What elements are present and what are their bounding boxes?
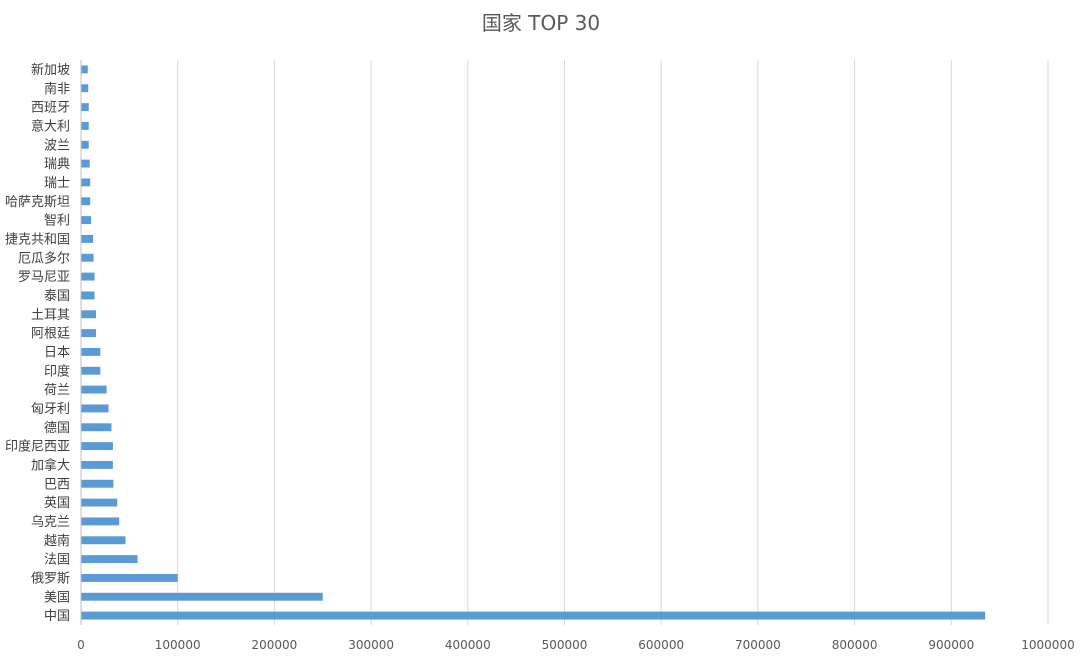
category-label: 厄瓜多尔 bbox=[18, 250, 70, 266]
bar bbox=[81, 385, 107, 394]
bar bbox=[81, 573, 178, 582]
category-label: 荷兰 bbox=[44, 383, 70, 398]
bar bbox=[81, 517, 120, 526]
category-label: 加拿大 bbox=[31, 457, 70, 473]
x-tick-label: 0 bbox=[77, 638, 85, 652]
bars bbox=[81, 65, 986, 620]
x-tick-label: 400000 bbox=[445, 638, 491, 652]
category-label: 印度 bbox=[44, 363, 70, 379]
category-label: 波兰 bbox=[44, 138, 70, 153]
category-label: 南非 bbox=[44, 81, 70, 97]
chart-title: 国家 TOP 30 bbox=[482, 11, 600, 35]
bar bbox=[81, 404, 109, 413]
bar bbox=[81, 555, 138, 564]
category-label: 新加坡 bbox=[31, 62, 70, 78]
x-tick-label: 500000 bbox=[542, 638, 588, 652]
category-label: 西班牙 bbox=[31, 101, 70, 116]
bar bbox=[81, 310, 96, 319]
bar bbox=[81, 216, 92, 225]
x-tick-label: 100000 bbox=[155, 638, 201, 652]
x-tick-label: 800000 bbox=[832, 638, 878, 652]
x-tick-label: 1000000 bbox=[1021, 638, 1074, 652]
category-label: 法国 bbox=[44, 553, 70, 568]
category-label: 智利 bbox=[44, 214, 70, 229]
bar bbox=[81, 479, 114, 488]
bar bbox=[81, 460, 113, 469]
category-label: 瑞典 bbox=[44, 157, 70, 172]
bar bbox=[81, 159, 90, 168]
bar bbox=[81, 442, 113, 451]
bar bbox=[81, 178, 91, 187]
category-label: 乌克兰 bbox=[31, 514, 70, 530]
bar bbox=[81, 498, 118, 507]
bar bbox=[81, 103, 89, 112]
x-tick-label: 200000 bbox=[251, 638, 297, 652]
category-label: 泰国 bbox=[44, 289, 70, 304]
category-label: 德国 bbox=[44, 421, 70, 436]
x-tick-labels: 0 100000 200000 300000 400000 500000 600000 700… bbox=[77, 638, 1075, 652]
category-label: 中国 bbox=[44, 609, 70, 624]
bar bbox=[81, 592, 323, 601]
bar bbox=[81, 347, 101, 356]
category-label: 巴西 bbox=[44, 477, 70, 492]
x-tick-label: 700000 bbox=[735, 638, 781, 652]
x-tick-label: 900000 bbox=[928, 638, 974, 652]
bar bbox=[81, 272, 95, 281]
bar bbox=[81, 291, 95, 300]
gridlines bbox=[177, 60, 1049, 625]
category-label: 罗马尼亚 bbox=[18, 270, 70, 285]
x-tick-label: 600000 bbox=[638, 638, 684, 652]
bar bbox=[81, 140, 89, 149]
x-tick-label: 300000 bbox=[348, 638, 394, 652]
category-label: 哈萨克斯坦 bbox=[5, 195, 70, 210]
category-label: 英国 bbox=[44, 496, 70, 511]
bar bbox=[81, 234, 94, 243]
category-label: 美国 bbox=[44, 590, 70, 605]
category-label: 印度尼西亚 bbox=[5, 439, 70, 455]
category-label: 瑞士 bbox=[44, 176, 70, 191]
category-label: 阿根廷 bbox=[31, 327, 70, 342]
bar bbox=[81, 253, 94, 262]
bar bbox=[81, 121, 89, 130]
category-label: 意大利 bbox=[31, 118, 70, 134]
category-labels: 新加坡南非西班牙意大利波兰瑞典瑞士哈萨克斯坦智利捷克共和国厄瓜多尔罗马尼亚泰国土… bbox=[5, 62, 70, 624]
category-label: 俄罗斯 bbox=[31, 571, 70, 586]
bar bbox=[81, 611, 986, 620]
bar bbox=[81, 366, 101, 375]
category-label: 匈牙利 bbox=[31, 402, 70, 417]
category-label: 越南 bbox=[44, 533, 70, 549]
bar bbox=[81, 536, 126, 545]
category-label: 日本 bbox=[44, 345, 70, 360]
bar bbox=[81, 197, 91, 206]
bar bbox=[81, 329, 96, 338]
category-label: 捷克共和国 bbox=[5, 232, 70, 247]
bar bbox=[81, 84, 89, 93]
bar bbox=[81, 65, 88, 74]
category-label: 土耳其 bbox=[31, 308, 70, 323]
bar bbox=[81, 423, 112, 432]
